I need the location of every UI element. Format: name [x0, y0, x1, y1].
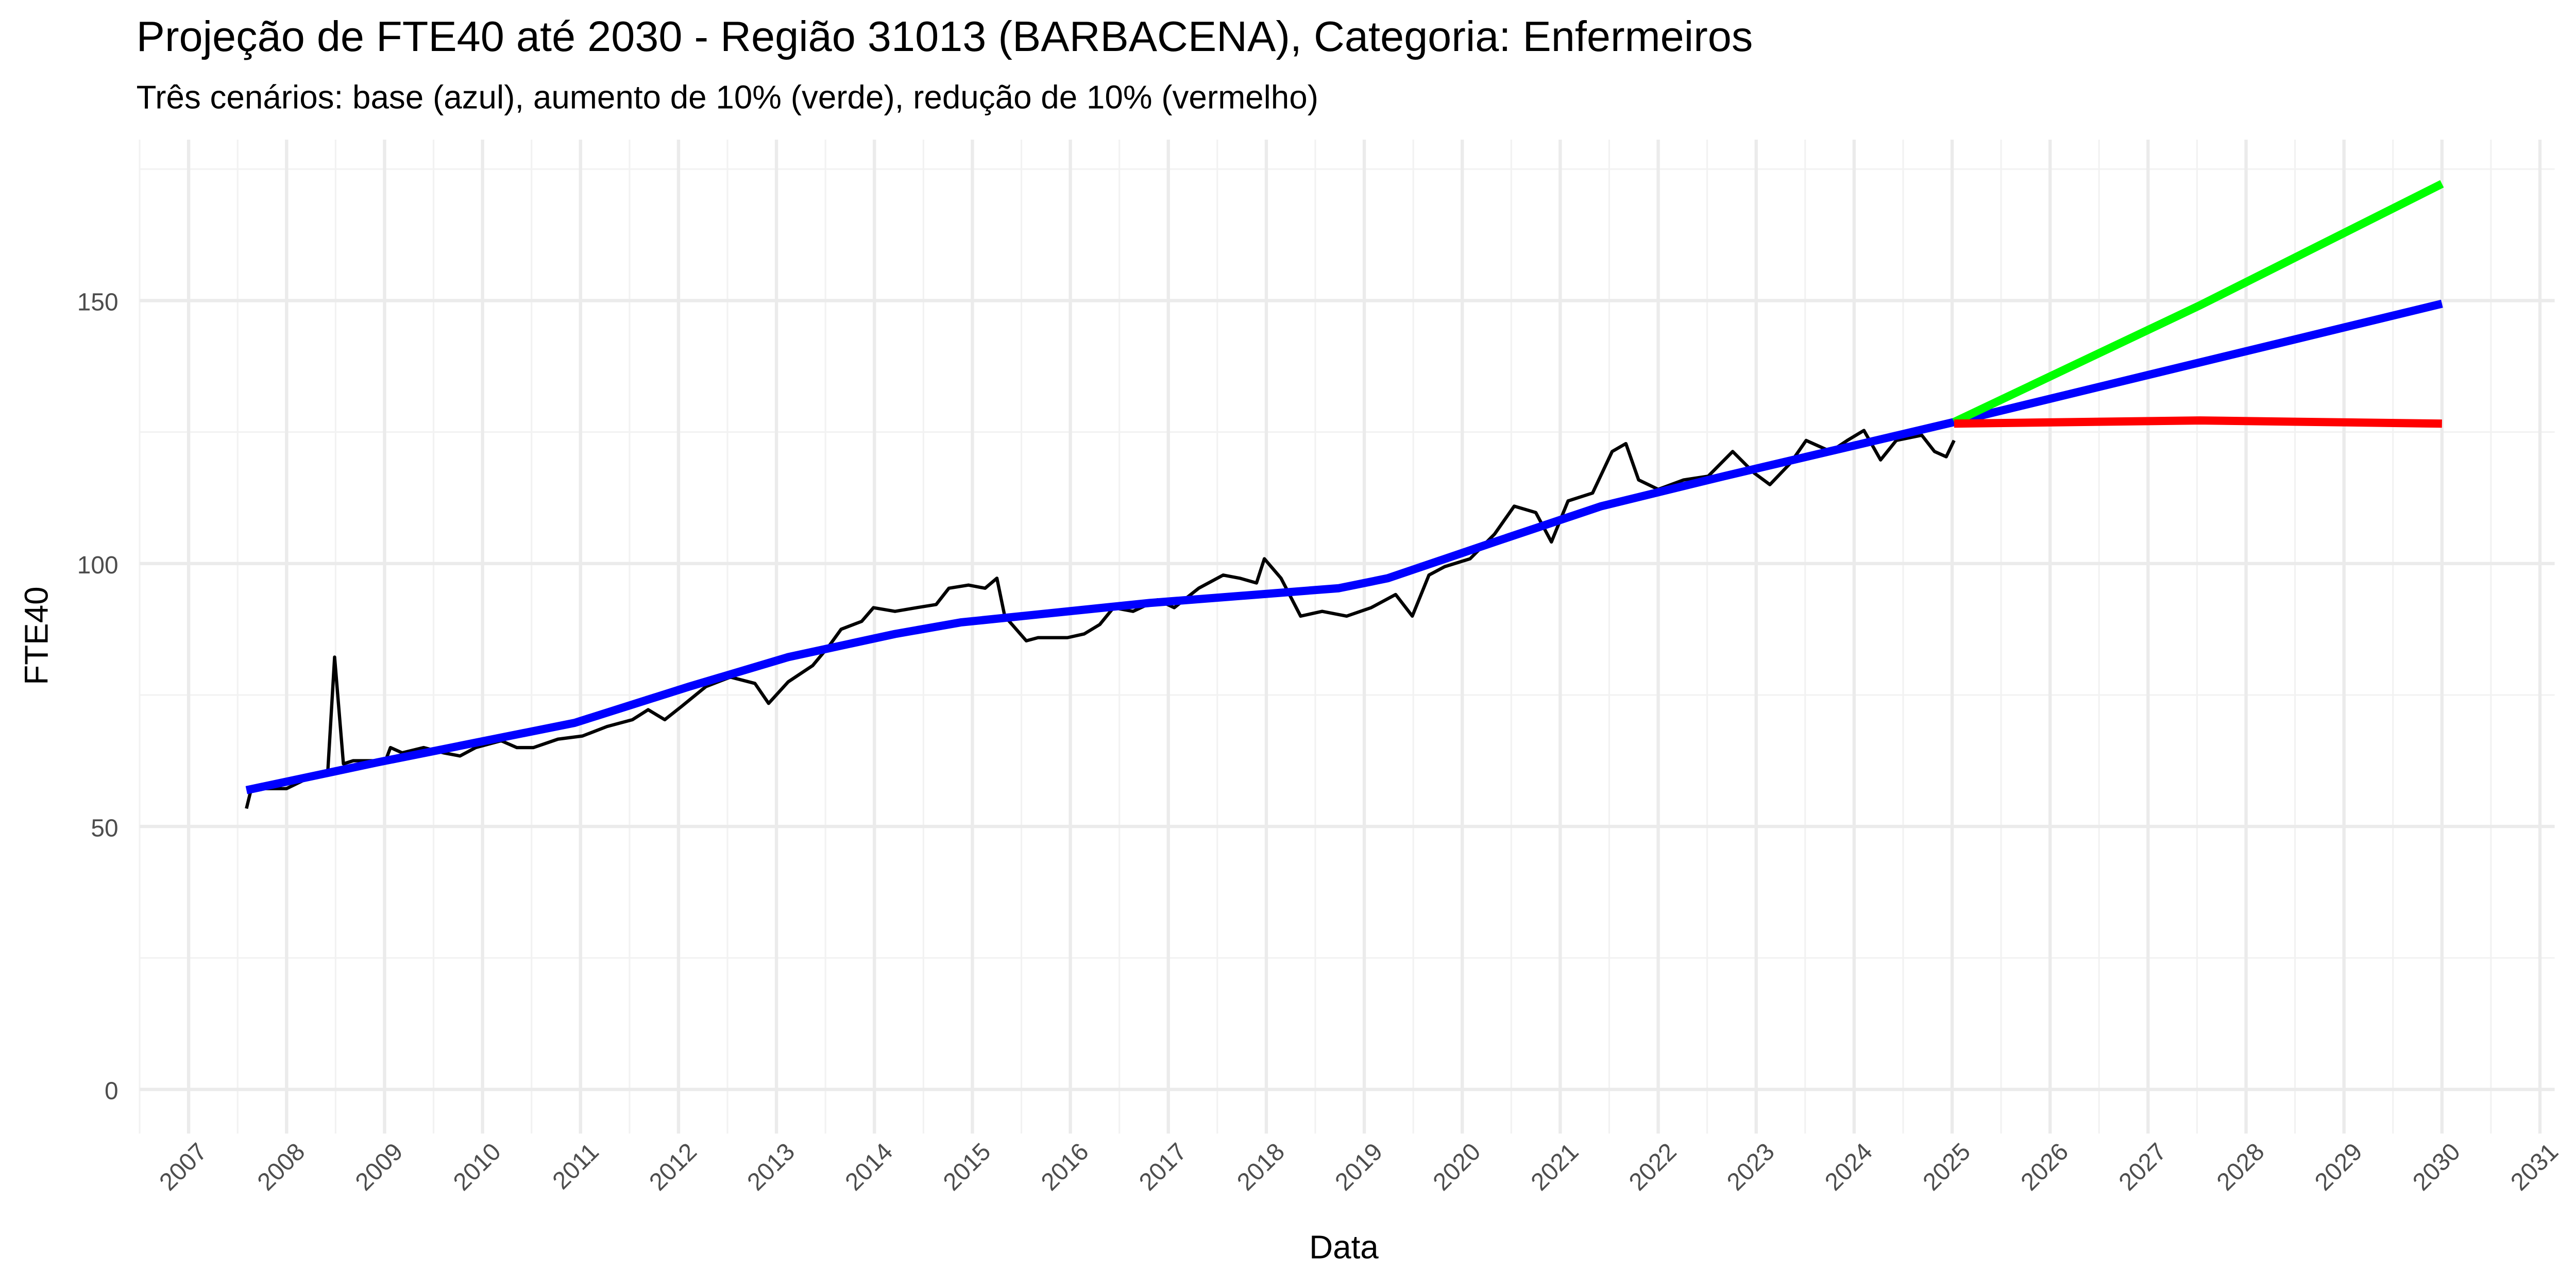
series-line: [1952, 180, 2444, 426]
series-line: [1954, 416, 2442, 428]
x-tick-label: 2025: [1918, 1138, 1976, 1196]
x-tick-label: 2008: [252, 1138, 311, 1196]
y-tick-label: 50: [91, 815, 118, 842]
x-tick-label: 2010: [448, 1138, 506, 1196]
x-tick-label: 2009: [350, 1138, 409, 1196]
x-axis-label: Data: [1309, 1229, 1379, 1266]
x-tick-label: 2018: [1232, 1138, 1290, 1196]
chart-subtitle: Três cenários: base (azul), aumento de 1…: [137, 78, 1318, 115]
y-axis-label: FTE40: [18, 586, 55, 685]
y-tick-label: 150: [77, 289, 118, 316]
x-tick-label: 2028: [2212, 1138, 2270, 1196]
x-tick-label: 2031: [2505, 1138, 2564, 1196]
x-tick-label: 2022: [1624, 1138, 1682, 1196]
x-tick-label: 2021: [1526, 1138, 1584, 1196]
x-tick-label: 2012: [644, 1138, 702, 1196]
x-tick-label: 2014: [840, 1138, 899, 1196]
x-tick-label: 2020: [1428, 1138, 1486, 1196]
x-tick-label: 2013: [742, 1138, 800, 1196]
x-tick-label: 2017: [1134, 1138, 1192, 1196]
y-tick-label: 0: [105, 1078, 118, 1105]
series-line: [245, 429, 1956, 809]
x-tick-label: 2027: [2114, 1138, 2172, 1196]
chart-title: Projeção de FTE40 até 2030 - Região 3101…: [137, 12, 1753, 60]
y-tick-label: 100: [77, 552, 118, 579]
x-tick-label: 2026: [2016, 1138, 2074, 1196]
x-tick-label: 2024: [1820, 1138, 1878, 1196]
x-tick-label: 2023: [1722, 1138, 1780, 1196]
x-tick-label: 2029: [2310, 1138, 2368, 1196]
x-tick-label: 2030: [2408, 1138, 2466, 1196]
x-tick-label: 2007: [154, 1138, 212, 1196]
x-tick-label: 2019: [1330, 1138, 1388, 1196]
x-tick-label: 2016: [1036, 1138, 1094, 1196]
series-line: [245, 299, 2443, 794]
x-tick-label: 2015: [938, 1138, 996, 1196]
x-tick-label: 2011: [548, 1138, 604, 1195]
